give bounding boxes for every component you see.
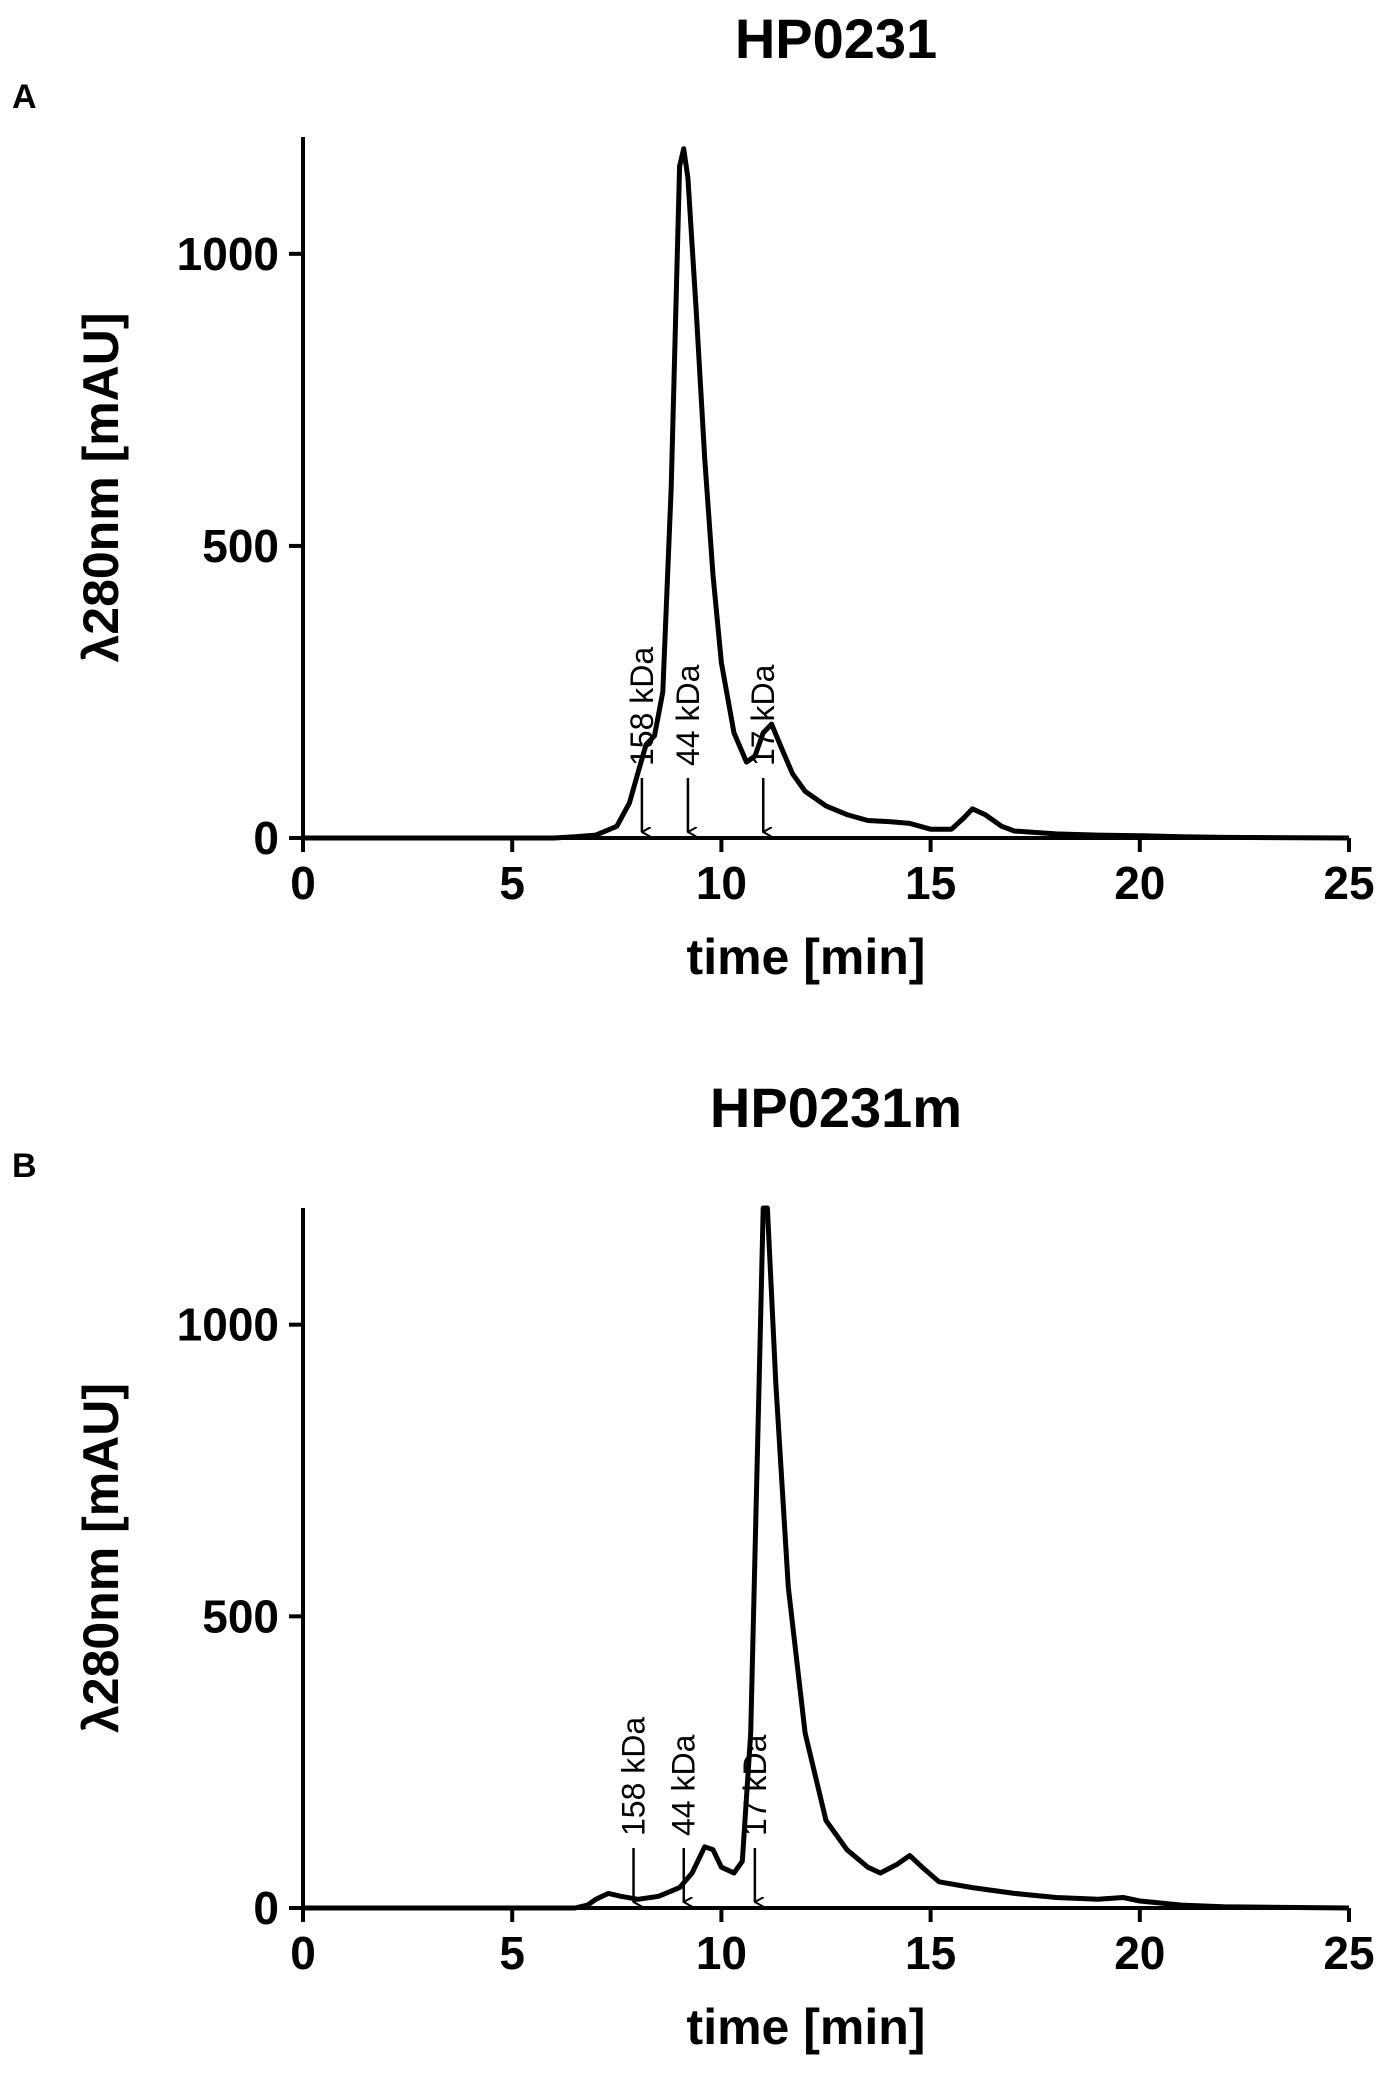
x-tick-label: 10 bbox=[696, 857, 747, 909]
annotation-label: 44 kDa bbox=[670, 664, 706, 766]
x-tick-label: 25 bbox=[1323, 1927, 1374, 1979]
y-axis-label: λ280nm [mAU] bbox=[73, 1383, 129, 1733]
panel-label: B bbox=[12, 1147, 37, 1185]
x-tick-label: 15 bbox=[905, 857, 956, 909]
y-tick-label: 500 bbox=[202, 1590, 279, 1642]
y-tick-label: 0 bbox=[253, 1882, 279, 1934]
y-tick-label: 0 bbox=[253, 812, 279, 864]
x-tick-label: 0 bbox=[290, 1927, 316, 1979]
x-axis-label: time [min] bbox=[687, 1999, 926, 2055]
x-tick-label: 25 bbox=[1323, 857, 1374, 909]
x-tick-label: 20 bbox=[1114, 1927, 1165, 1979]
annotation-label: 17 kDa bbox=[737, 1734, 773, 1836]
x-tick-label: 15 bbox=[905, 1927, 956, 1979]
chart-title: HP0231 bbox=[735, 7, 937, 70]
x-tick-label: 5 bbox=[499, 857, 525, 909]
x-tick-label: 20 bbox=[1114, 857, 1165, 909]
x-axis-label: time [min] bbox=[687, 929, 926, 985]
chart-title: HP0231m bbox=[710, 1076, 962, 1139]
data-line bbox=[303, 1205, 1350, 1911]
y-tick-label: 1000 bbox=[177, 228, 279, 280]
y-tick-label: 1000 bbox=[177, 1299, 279, 1351]
y-axis-label: λ280nm [mAU] bbox=[73, 312, 129, 662]
annotation-label: 158 kDa bbox=[616, 1717, 652, 1836]
annotation-label: 44 kDa bbox=[666, 1734, 702, 1836]
annotation-label: 158 kDa bbox=[624, 647, 660, 766]
annotation-label: 17 kDa bbox=[745, 664, 781, 766]
x-tick-label: 0 bbox=[290, 857, 316, 909]
data-line bbox=[303, 146, 1350, 841]
panel-label: A bbox=[12, 78, 37, 116]
x-tick-label: 10 bbox=[696, 1927, 747, 1979]
y-tick-label: 500 bbox=[202, 520, 279, 572]
x-tick-label: 5 bbox=[499, 1927, 525, 1979]
